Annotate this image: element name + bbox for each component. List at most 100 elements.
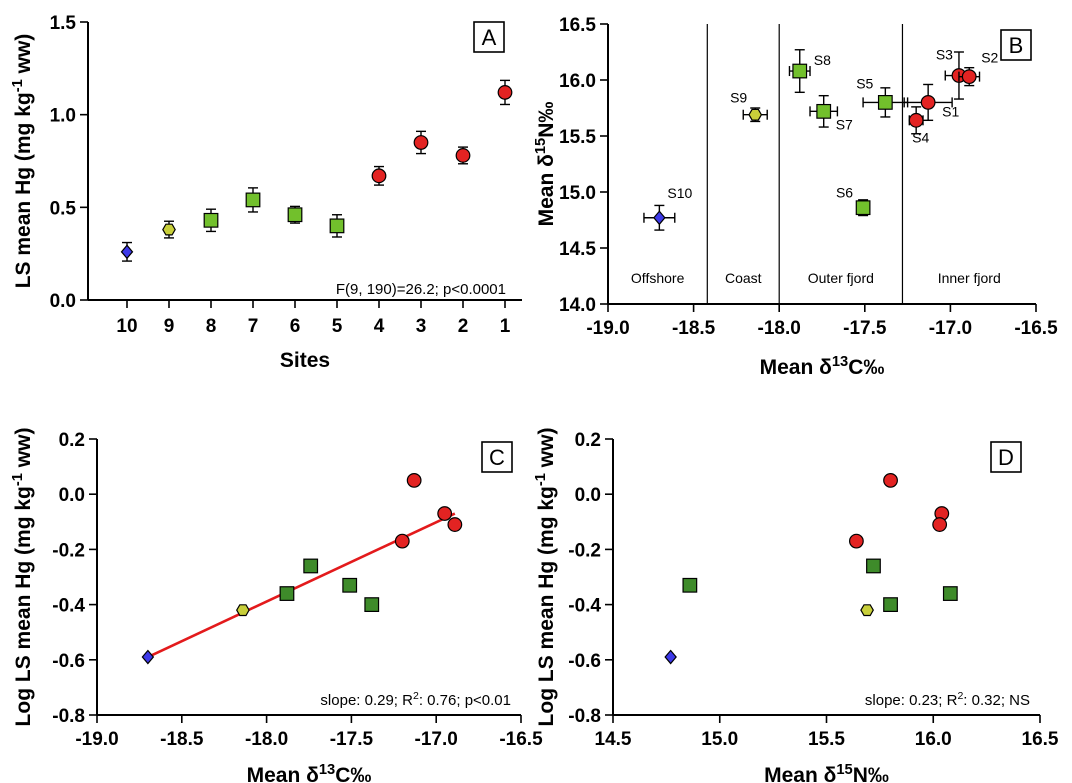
c-x-tick-label: -18.5 [160,729,204,750]
c-y-tick-label: -0.6 [52,651,85,672]
a-point-site-7 [245,192,261,208]
panel-label-box-a [473,21,505,53]
a-y-tick-label: 1.0 [50,106,76,127]
d-point [942,586,958,601]
c-x-tick-label: -18.0 [245,729,288,750]
c-regression-line [147,512,456,659]
a-annotation: F(9, 190)=26.2; p<0.0001 [336,281,506,298]
b-point-s7 [816,103,832,119]
a-x-axis-title: Sites [280,349,330,372]
b-region-label: Outer fjord [808,270,874,286]
d-y-tick-label: -0.2 [568,540,601,561]
c-x-tick-label: -17.0 [415,729,458,750]
d-y-axis-title: Log LS mean Hg (mg kg-1 ww) [533,428,558,727]
d-point [664,649,677,665]
b-point-s2 [961,69,977,85]
c-y-tick-label: 0.0 [59,485,85,506]
a-x-tick-label: 6 [290,316,301,337]
b-y-tick-label: 16.0 [559,71,596,92]
b-point-label: S1 [942,103,959,119]
a-x-tick-label: 2 [458,316,469,337]
b-y-tick-label: 14.0 [559,295,596,316]
a-x-tick-label: 8 [206,316,217,337]
d-point [883,597,898,612]
a-point-site-10 [120,244,134,260]
c-point [406,473,422,488]
a-y-axis-title: LS mean Hg (mg kg-1 ww) [10,34,35,289]
d-point [860,604,874,617]
c-y-tick-label: 0.2 [59,430,85,451]
b-point-label: S8 [814,52,831,68]
panel-label-b: B [1009,33,1024,58]
c-point [447,517,463,532]
c-x-tick-label: -19.0 [75,729,118,750]
b-point-label: S7 [836,116,853,132]
b-x-tick-label: -16.5 [1014,318,1058,339]
c-y-axis-title: Log LS mean Hg (mg kg-1 ww) [10,428,35,727]
c-x-tick-label: -16.5 [499,729,543,750]
d-point [848,533,864,549]
a-point-site-1 [497,85,513,100]
panel-label-c: C [489,445,505,470]
b-point-s4 [908,112,924,128]
a-point-site-2 [455,148,471,163]
a-x-tick-label: 4 [374,316,385,337]
a-point-site-6 [287,207,303,223]
b-y-tick-label: 16.5 [559,15,596,36]
d-x-axis-title: Mean δ15N‰ [764,762,889,783]
b-x-axis-title: Mean δ13C‰ [760,354,885,379]
a-x-tick-label: 7 [248,316,259,337]
c-x-axis-title: Mean δ13C‰ [247,762,372,783]
a-point-site-4 [371,168,387,184]
b-point-s1 [920,94,936,110]
d-x-tick-label: 15.0 [701,729,738,750]
panel-label-box-c [481,441,513,473]
panel-label-d: D [998,445,1014,470]
b-point-s9 [748,108,763,121]
d-point [883,473,898,488]
c-point [279,586,295,601]
a-y-tick-label: 0.0 [50,291,76,312]
d-y-tick-label: -0.4 [568,596,601,617]
d-annotation: slope: 0.23; R2: 0.32; NS [865,690,1030,709]
c-point [141,649,155,665]
b-x-tick-label: -18.0 [758,318,801,339]
d-point [682,577,698,593]
b-x-tick-label: -19.0 [586,318,629,339]
c-y-tick-label: -0.4 [52,596,85,617]
b-y-tick-label: 15.0 [559,183,596,204]
c-x-tick-label: -17.5 [330,729,374,750]
a-point-site-3 [413,135,429,150]
a-x-tick-label: 1 [500,316,511,337]
c-point [342,577,358,593]
b-point-label: S4 [912,129,929,145]
b-point-s8 [792,63,808,79]
b-region-label: Coast [725,270,762,286]
b-y-tick-label: 14.5 [559,239,596,260]
a-point-site-8 [203,212,219,228]
b-point-label: S2 [981,50,998,66]
a-x-tick-label: 9 [164,316,175,337]
b-point-label: S10 [667,185,692,201]
b-region-label: Offshore [631,270,685,286]
c-annotation: slope: 0.29; R2: 0.76; p<0.01 [320,690,511,709]
a-y-tick-label: 1.5 [50,13,77,34]
d-y-tick-label: 0.0 [575,485,601,506]
d-y-tick-label: -0.6 [568,651,601,672]
c-point [437,506,453,521]
b-point-label: S5 [856,75,873,91]
b-point-s5 [877,94,893,110]
c-point [364,597,380,612]
panel-label-a: A [482,25,497,50]
a-x-tick-label: 3 [416,316,427,337]
d-x-tick-label: 14.5 [595,729,632,750]
b-point-s6 [855,200,871,216]
a-x-tick-label: 10 [116,316,137,337]
a-y-tick-label: 0.5 [50,198,77,219]
c-point [303,558,319,574]
d-point [866,558,881,574]
a-x-tick-label: 5 [332,316,343,337]
c-y-tick-label: -0.8 [52,706,85,727]
d-y-tick-label: 0.2 [575,430,601,451]
